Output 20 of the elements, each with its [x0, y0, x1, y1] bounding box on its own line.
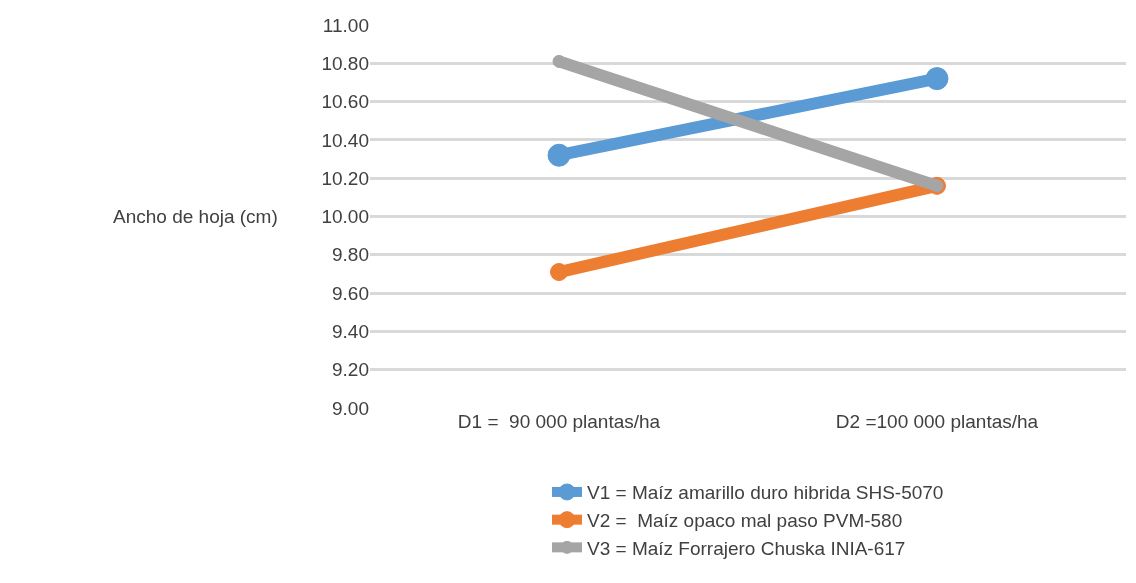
y-tick-label: 10.00 — [321, 206, 369, 228]
point — [550, 263, 568, 282]
legend-label: V1 = Maíz amarillo duro hibrida SHS-5070 — [587, 482, 944, 504]
x-tick-label: D2 =100 000 plantas/ha — [835, 411, 1039, 432]
point — [925, 67, 949, 91]
y-tick-label: 10.80 — [321, 52, 369, 74]
legend-label: V3 = Maíz Forrajero Chuska INIA-617 — [587, 537, 906, 559]
y-tick-label: 9.00 — [332, 397, 369, 419]
y-axis-title: Ancho de hoja (cm) — [113, 206, 278, 227]
y-tick-label: 9.20 — [332, 359, 369, 381]
y-tick-label: 9.80 — [332, 244, 369, 266]
x-tick-label: D1 = 90 000 plantas/ha — [457, 411, 661, 432]
y-tick-label: 9.40 — [332, 321, 369, 343]
y-tick-label: 10.60 — [321, 91, 369, 113]
y-tick-label: 11.00 — [322, 14, 369, 36]
y-tick-label: 10.20 — [321, 167, 369, 189]
y-tick-label: 10.40 — [321, 129, 369, 151]
legend-label: V2 = Maíz opaco mal paso PVM-580 — [587, 510, 903, 532]
point — [547, 143, 571, 167]
y-tick-label: 9.60 — [332, 282, 369, 304]
